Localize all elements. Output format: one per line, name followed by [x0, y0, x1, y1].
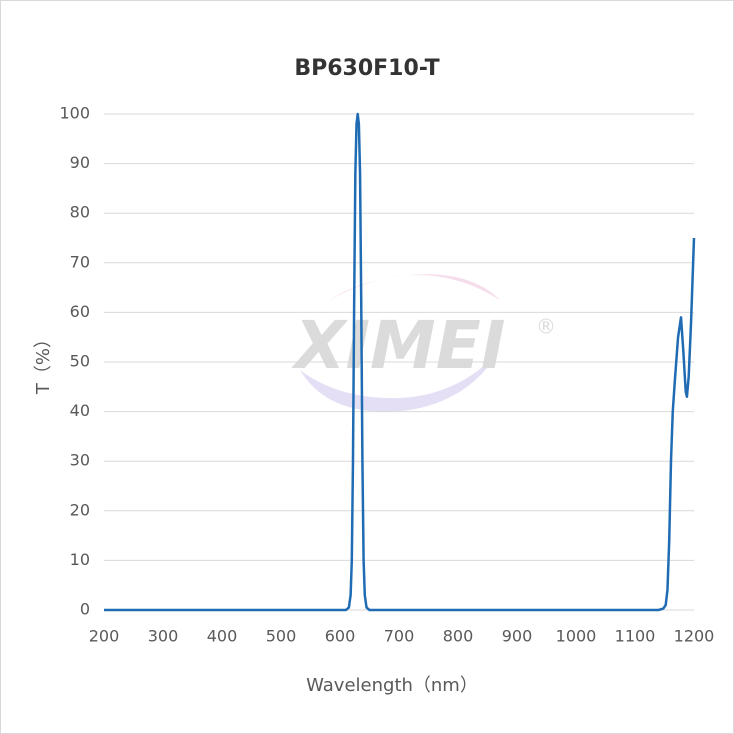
y-tick-label: 70	[70, 252, 90, 271]
y-tick-label: 40	[70, 401, 90, 420]
watermark-mark: ®	[536, 315, 556, 339]
x-tick-label: 1100	[615, 627, 656, 646]
watermark: XIMEI ®	[291, 274, 556, 412]
y-tick-label: 90	[70, 153, 90, 172]
x-tick-label: 300	[148, 627, 179, 646]
y-tick-label: 20	[70, 500, 90, 519]
watermark-swoosh	[300, 350, 500, 412]
x-tick-label: 700	[384, 627, 415, 646]
x-axis-label: Wavelength（nm）	[306, 675, 478, 696]
x-tick-label: 800	[443, 627, 474, 646]
x-tick-label: 200	[89, 627, 120, 646]
y-tick-label: 30	[70, 451, 90, 470]
x-tick-label: 1000	[556, 627, 597, 646]
x-tick-label: 500	[266, 627, 297, 646]
y-tick-label: 50	[70, 352, 90, 371]
x-tick-label: 900	[502, 627, 533, 646]
y-tick-label: 100	[59, 104, 90, 123]
y-tick-label: 80	[70, 203, 90, 222]
y-tick-label: 0	[80, 600, 90, 619]
x-tick-label: 1200	[674, 627, 715, 646]
y-axis-label: T（%）	[33, 330, 54, 395]
watermark-text: XIMEI	[291, 307, 506, 384]
x-tick-label: 400	[207, 627, 238, 646]
chart-title: BP630F10-T	[294, 56, 439, 81]
y-tick-label: 10	[70, 550, 90, 569]
data-line	[104, 112, 696, 612]
x-tick-label: 600	[325, 627, 356, 646]
y-tick-label: 60	[70, 302, 90, 321]
